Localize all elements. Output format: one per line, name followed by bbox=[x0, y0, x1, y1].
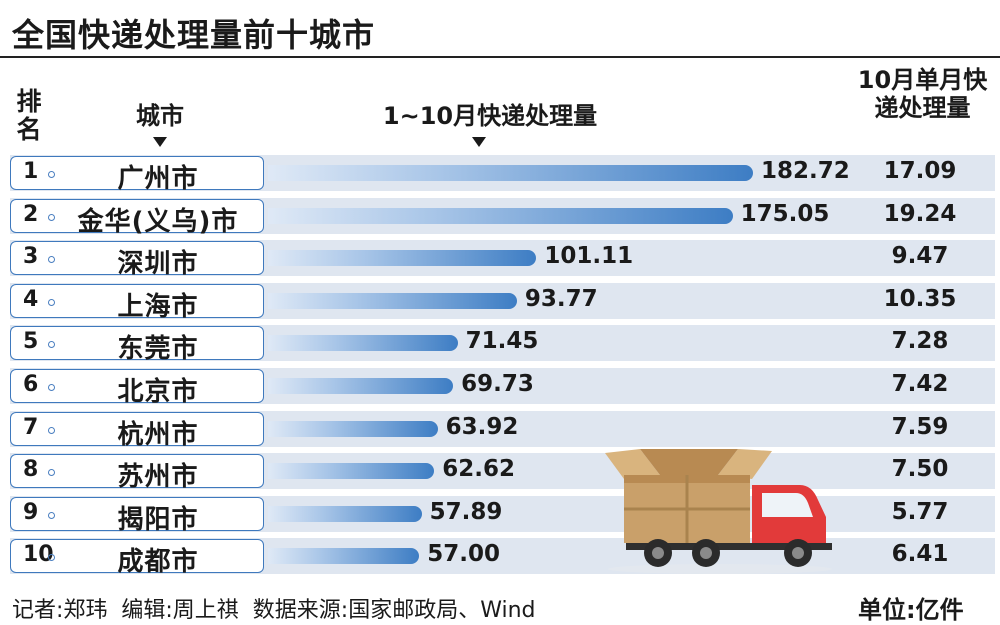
total-header-arrow-icon bbox=[472, 137, 486, 147]
city-name: 成都市 bbox=[117, 547, 199, 578]
credit-note: 记者:郑玮 编辑:周上祺 数据来源:国家邮政局、Wind bbox=[12, 598, 536, 623]
rank-dot-icon bbox=[48, 469, 55, 477]
rank-number: 4 bbox=[23, 286, 39, 312]
rank-city-label: 8 苏州市 bbox=[10, 454, 264, 492]
rank-dot-icon bbox=[48, 298, 55, 306]
bar bbox=[268, 250, 537, 267]
rank-city-label: 5 东莞市 bbox=[10, 326, 264, 364]
monthly-value-label: 7.28 bbox=[891, 328, 949, 355]
rank-number: 3 bbox=[23, 244, 39, 270]
bar bbox=[268, 463, 435, 480]
rank-city-label: 4 上海市 bbox=[10, 283, 264, 322]
rank-dot-icon bbox=[48, 256, 55, 264]
city-name: 杭州市 bbox=[117, 419, 199, 450]
monthly-value-label: 7.59 bbox=[891, 413, 949, 440]
city-name: 东莞市 bbox=[117, 334, 199, 365]
rank-number: 2 bbox=[23, 201, 39, 227]
rank-city-label: 6 北京市 bbox=[10, 369, 264, 407]
bar-value-label: 63.92 bbox=[445, 413, 519, 440]
city-header-arrow-icon bbox=[153, 137, 167, 147]
rank-number: 5 bbox=[23, 329, 39, 355]
rank-number: 7 bbox=[23, 414, 39, 440]
bar-value-label: 71.45 bbox=[465, 328, 539, 355]
monthly-header: 10月单月快递处理量 bbox=[857, 66, 988, 122]
bar-value-label: 182.72 bbox=[761, 158, 850, 184]
rank-city-label: 9 揭阳市 bbox=[10, 496, 264, 535]
city-name: 上海市 bbox=[117, 291, 199, 322]
bar-value-label: 93.77 bbox=[524, 285, 598, 312]
bar-value-label: 69.73 bbox=[461, 371, 534, 397]
rank-header: 排名 bbox=[16, 87, 42, 144]
rank-number: 9 bbox=[23, 499, 39, 525]
bar bbox=[268, 165, 753, 181]
rank-dot-icon bbox=[48, 213, 55, 221]
rank-number: 8 bbox=[23, 457, 39, 483]
city-name: 北京市 bbox=[117, 377, 199, 407]
rank-dot-icon bbox=[48, 341, 55, 349]
city-name: 揭阳市 bbox=[117, 504, 199, 535]
bar-value-label: 57.00 bbox=[427, 541, 501, 568]
rank-number: 6 bbox=[23, 372, 39, 397]
rank-city-label: 7 杭州市 bbox=[10, 411, 264, 450]
monthly-value-label: 5.77 bbox=[891, 498, 949, 525]
unit-label: 单位:亿件 bbox=[858, 596, 964, 624]
rank-city-label: 1 广州市 bbox=[10, 156, 264, 194]
monthly-value-label: 10.35 bbox=[883, 285, 957, 312]
monthly-value-label: 17.09 bbox=[883, 158, 957, 184]
rank-dot-icon bbox=[48, 384, 55, 391]
bar bbox=[268, 548, 420, 565]
rank-dot-icon bbox=[48, 426, 55, 434]
city-name: 深圳市 bbox=[117, 249, 199, 280]
city-name: 广州市 bbox=[117, 164, 199, 194]
rank-city-label: 3 深圳市 bbox=[10, 241, 264, 279]
monthly-value-label: 7.50 bbox=[891, 456, 949, 483]
bar bbox=[268, 292, 517, 309]
rank-city-label: 2 金华(义乌)市 bbox=[10, 198, 264, 237]
monthly-value-label: 19.24 bbox=[883, 200, 957, 227]
bar-value-label: 57.89 bbox=[429, 498, 503, 525]
delivery-truck-icon bbox=[605, 449, 832, 574]
rank-dot-icon bbox=[48, 511, 55, 519]
monthly-value-label: 6.41 bbox=[891, 541, 949, 568]
monthly-value-label: 7.42 bbox=[891, 371, 949, 397]
title-divider bbox=[0, 56, 1000, 58]
bar-value-label: 101.11 bbox=[544, 243, 634, 270]
bar-value-label: 175.05 bbox=[740, 200, 830, 227]
city-name: 金华(义乌)市 bbox=[77, 206, 239, 237]
bar-value-label: 62.62 bbox=[442, 456, 515, 483]
bar bbox=[268, 378, 454, 394]
city-header: 城市 bbox=[136, 102, 184, 130]
bar bbox=[268, 505, 422, 522]
bar bbox=[268, 335, 458, 352]
chart-title: 全国快递处理量前十城市 bbox=[12, 16, 376, 54]
rank-dot-icon bbox=[48, 171, 55, 178]
total-header: 1~10月快递处理量 bbox=[382, 102, 598, 130]
rank-city-label: 10 成都市 bbox=[10, 539, 264, 577]
rank-dot-icon bbox=[48, 554, 55, 562]
rank-number: 1 bbox=[23, 159, 39, 184]
bar bbox=[268, 420, 438, 437]
city-name: 苏州市 bbox=[117, 462, 199, 493]
bar bbox=[268, 207, 733, 224]
monthly-value-label: 9.47 bbox=[891, 243, 949, 270]
